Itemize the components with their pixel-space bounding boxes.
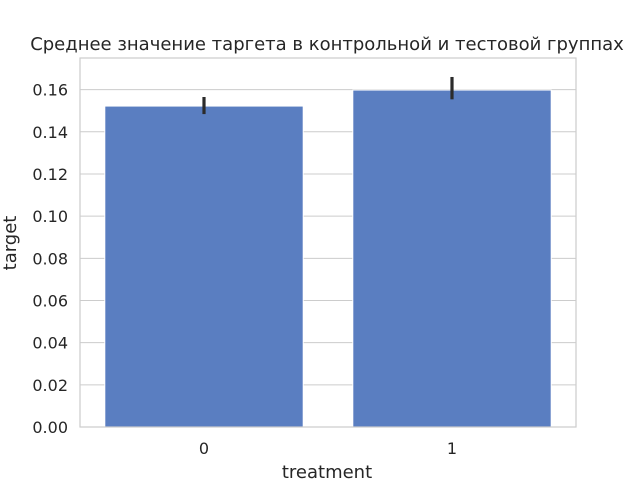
y-tick-label: 0.04: [32, 334, 68, 353]
error-bars: [202, 76, 454, 115]
y-tick-label: 0.08: [32, 249, 68, 268]
y-tick-labels: 0.00 0.02 0.04 0.06 0.08 0.10 0.12 0.14 0.16: [32, 81, 68, 437]
y-tick-label: 0.10: [32, 207, 68, 226]
x-tick-label: 1: [447, 439, 457, 458]
bars: [104, 89, 552, 428]
y-tick-label: 0.12: [32, 165, 68, 184]
y-axis-label: target: [0, 216, 21, 271]
y-tick-label: 0.06: [32, 291, 68, 310]
x-axis-label: treatment: [282, 462, 372, 480]
x-tick-label: 0: [199, 439, 209, 458]
y-tick-label: 0.14: [32, 123, 68, 142]
y-tick-label: 0.16: [32, 81, 68, 100]
y-tick-label: 0.02: [32, 376, 68, 395]
bar-1: [352, 89, 552, 428]
chart-title: Среднее значение таргета в контрольной и…: [30, 34, 624, 55]
plot-frame: [79, 57, 577, 428]
bar-0: [104, 105, 304, 428]
y-tick-label: 0.00: [32, 418, 68, 437]
